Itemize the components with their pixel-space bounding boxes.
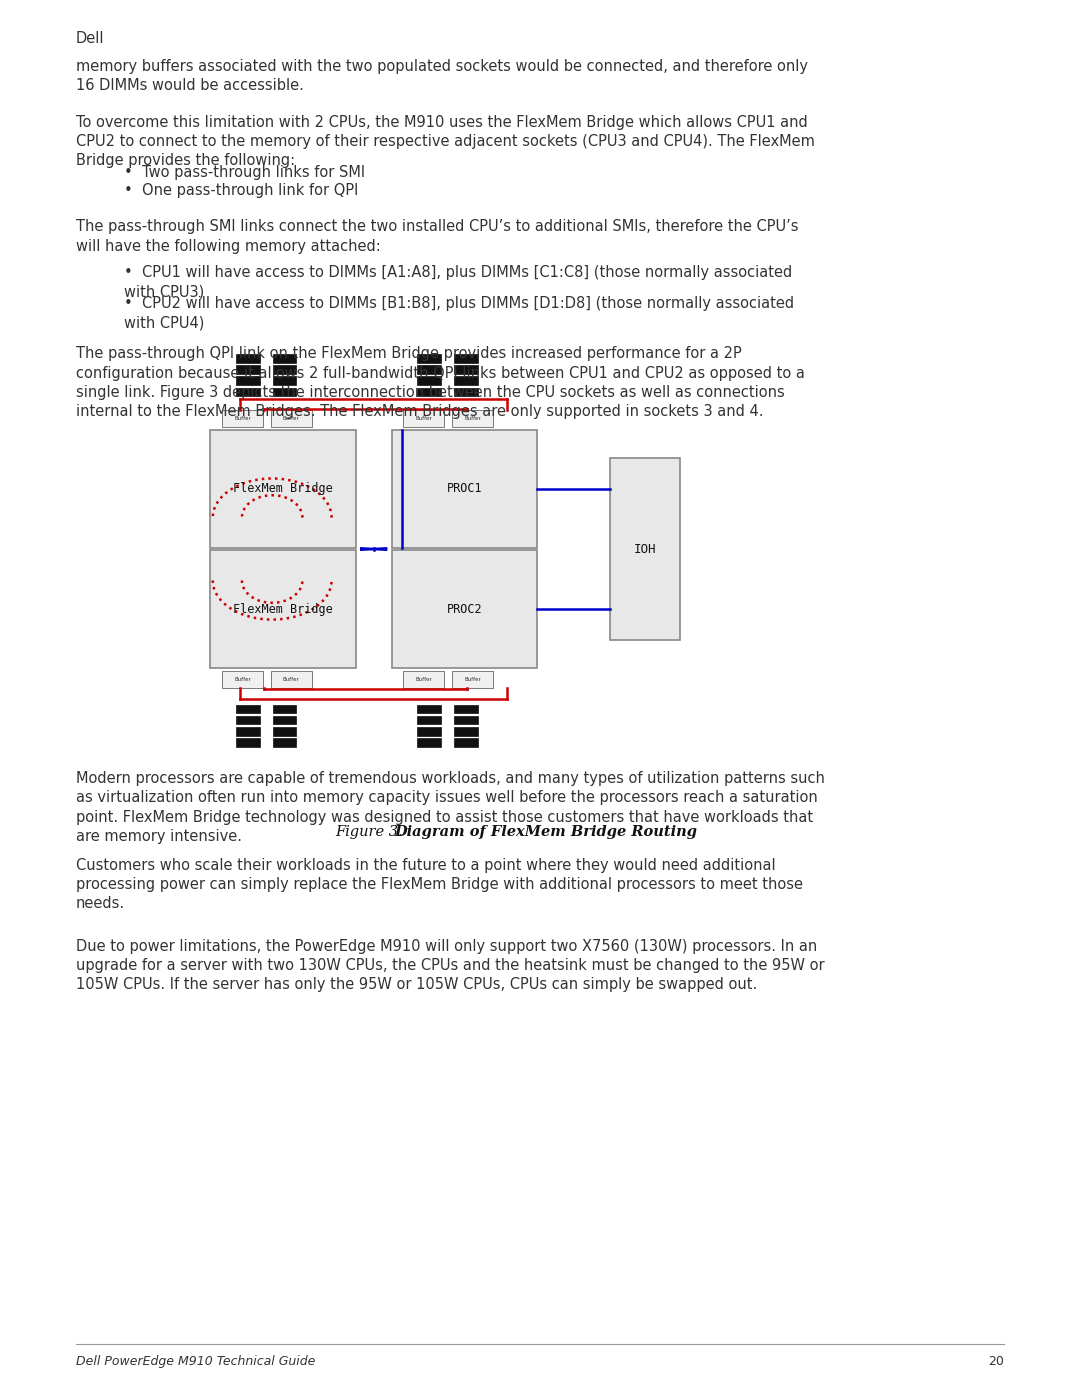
Text: Buffer: Buffer [416, 678, 432, 682]
FancyBboxPatch shape [235, 715, 259, 725]
Text: •  CPU2 will have access to DIMMs [B1:B8], plus DIMMs [D1:D8] (those normally as: • CPU2 will have access to DIMMs [B1:B8]… [124, 296, 794, 330]
FancyBboxPatch shape [222, 672, 264, 689]
FancyBboxPatch shape [454, 376, 477, 384]
FancyBboxPatch shape [272, 739, 296, 746]
Text: FlexMem Bridge: FlexMem Bridge [233, 482, 333, 496]
FancyBboxPatch shape [454, 365, 477, 374]
FancyBboxPatch shape [454, 705, 477, 712]
Text: PROC1: PROC1 [447, 482, 482, 496]
FancyBboxPatch shape [235, 726, 259, 736]
FancyBboxPatch shape [417, 715, 441, 725]
Text: To overcome this limitation with 2 CPUs, the M910 uses the FlexMem Bridge which : To overcome this limitation with 2 CPUs,… [76, 115, 814, 168]
FancyBboxPatch shape [235, 365, 259, 374]
FancyBboxPatch shape [235, 739, 259, 746]
FancyBboxPatch shape [272, 376, 296, 384]
FancyBboxPatch shape [235, 355, 259, 362]
FancyBboxPatch shape [272, 355, 296, 362]
Text: Buffer: Buffer [416, 416, 432, 420]
FancyBboxPatch shape [454, 387, 477, 397]
FancyBboxPatch shape [272, 365, 296, 374]
FancyBboxPatch shape [235, 705, 259, 712]
Text: The pass-through SMI links connect the two installed CPU’s to additional SMIs, t: The pass-through SMI links connect the t… [76, 219, 798, 253]
Text: •  One pass-through link for QPI: • One pass-through link for QPI [124, 183, 359, 198]
FancyBboxPatch shape [454, 726, 477, 736]
FancyBboxPatch shape [403, 672, 444, 689]
FancyBboxPatch shape [271, 411, 311, 427]
FancyBboxPatch shape [454, 355, 477, 362]
FancyBboxPatch shape [235, 387, 259, 397]
Text: Dell PowerEdge M910 Technical Guide: Dell PowerEdge M910 Technical Guide [76, 1355, 315, 1368]
Text: Buffer: Buffer [234, 678, 251, 682]
FancyBboxPatch shape [417, 705, 441, 712]
Text: Buffer: Buffer [283, 678, 299, 682]
FancyBboxPatch shape [272, 726, 296, 736]
FancyBboxPatch shape [417, 739, 441, 746]
Text: Customers who scale their workloads in the future to a point where they would ne: Customers who scale their workloads in t… [76, 858, 802, 911]
Text: Buffer: Buffer [464, 416, 481, 420]
Text: •  Two pass-through links for SMI: • Two pass-through links for SMI [124, 165, 365, 180]
FancyBboxPatch shape [454, 739, 477, 746]
FancyBboxPatch shape [403, 411, 444, 427]
FancyBboxPatch shape [417, 726, 441, 736]
FancyBboxPatch shape [272, 387, 296, 397]
Text: Buffer: Buffer [234, 416, 251, 420]
FancyBboxPatch shape [272, 705, 296, 712]
Text: •  CPU1 will have access to DIMMs [A1:A8], plus DIMMs [C1:C8] (those normally as: • CPU1 will have access to DIMMs [A1:A8]… [124, 265, 793, 299]
FancyBboxPatch shape [451, 411, 492, 427]
FancyBboxPatch shape [451, 672, 492, 689]
FancyBboxPatch shape [417, 387, 441, 397]
FancyBboxPatch shape [271, 672, 311, 689]
Text: PROC2: PROC2 [447, 602, 482, 616]
Text: 20: 20 [988, 1355, 1004, 1368]
FancyBboxPatch shape [417, 355, 441, 362]
Text: Due to power limitations, the PowerEdge M910 will only support two X7560 (130W) : Due to power limitations, the PowerEdge … [76, 939, 824, 992]
FancyBboxPatch shape [417, 376, 441, 384]
Text: Diagram of FlexMem Bridge Routing: Diagram of FlexMem Bridge Routing [394, 824, 698, 840]
Text: Figure 3.: Figure 3. [335, 824, 403, 840]
FancyBboxPatch shape [391, 430, 538, 549]
Text: memory buffers associated with the two populated sockets would be connected, and: memory buffers associated with the two p… [76, 59, 808, 92]
FancyBboxPatch shape [235, 376, 259, 384]
FancyBboxPatch shape [391, 550, 538, 669]
Text: FlexMem Bridge: FlexMem Bridge [233, 602, 333, 616]
FancyBboxPatch shape [272, 715, 296, 725]
Text: The pass-through QPI link on the FlexMem Bridge provides increased performance f: The pass-through QPI link on the FlexMem… [76, 346, 805, 419]
FancyBboxPatch shape [610, 458, 680, 640]
Text: IOH: IOH [634, 542, 657, 556]
FancyBboxPatch shape [210, 550, 356, 669]
FancyBboxPatch shape [222, 411, 264, 427]
FancyBboxPatch shape [454, 715, 477, 725]
Text: Buffer: Buffer [464, 678, 481, 682]
Text: Buffer: Buffer [283, 416, 299, 420]
FancyBboxPatch shape [210, 430, 356, 549]
Text: Modern processors are capable of tremendous workloads, and many types of utiliza: Modern processors are capable of tremend… [76, 771, 824, 844]
FancyBboxPatch shape [417, 365, 441, 374]
Text: Dell: Dell [76, 31, 104, 46]
